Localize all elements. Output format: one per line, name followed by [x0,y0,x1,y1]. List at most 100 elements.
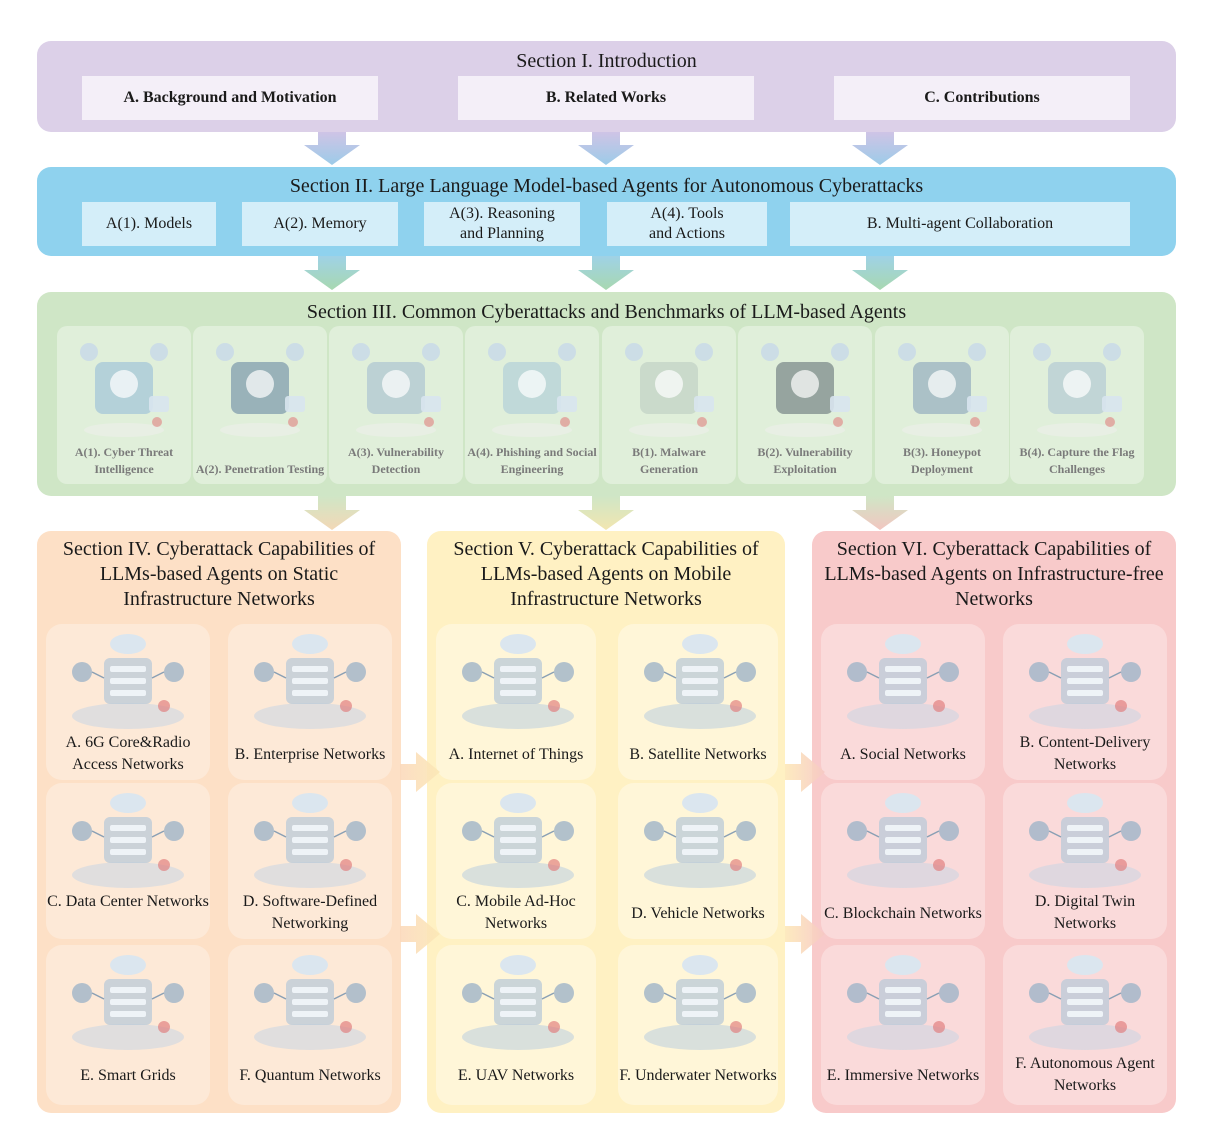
section-4-card-label: B. Enterprise Networks [234,746,386,763]
section-3-card-label: B(1). Malware Generation [632,445,706,476]
laptop-magnifier-icon [207,332,313,442]
section-3-card-label: A(4). Phishing and Social Engineering [467,445,597,476]
arrow-3-6 [852,496,908,530]
section-4-card: A. 6G Core&Radio Access Networks [46,624,210,780]
cdn-icon [1017,628,1153,732]
honeypot-server-icon [889,332,995,442]
section-5-card: D. Vehicle Networks [618,783,778,939]
section-3-card: A(3). Vulnerability Detection [329,326,463,484]
section-4-card: E. Smart Grids [46,945,210,1105]
section-5-card: C. Mobile Ad-Hoc Networks [436,783,596,939]
section-1-box: Section I. Introduction A. Background an… [37,41,1176,132]
section-6-title: Section VI. Cyberattack Capabilities of … [812,537,1176,612]
section-3-card-label: A(1). Cyber Threat Intelligence [74,445,174,476]
ctf-flag-icon [1024,332,1130,442]
exploit-code-icon [752,332,858,442]
blockchain-icon [835,787,971,891]
sdn-icon [242,787,378,891]
section-3-card: A(4). Phishing and Social Engineering [465,326,599,484]
section-2-item-models: A(1). Models [82,202,216,246]
section-2-item-reasoning: A(3). Reasoning and Planning [424,202,580,246]
malware-cycle-icon [616,332,722,442]
section-6-box: Section VI. Cyberattack Capabilities of … [812,531,1176,1113]
section-1-title: Section I. Introduction [516,50,697,72]
section-4-card: C. Data Center Networks [46,783,210,939]
section-4-card-label: A. 6G Core&Radio Access Networks [65,734,191,773]
section-6-title-text: Section VI. Cyberattack Capabilities of … [824,538,1164,610]
section-6-card-label: D. Digital Twin Networks [1034,893,1136,932]
section-6-card-label: F. Autonomous Agent Networks [1015,1055,1155,1094]
section-6-card: B. Content-Delivery Networks [1003,624,1167,780]
section-1-item-background: A. Background and Motivation [82,76,378,120]
section-3-card: B(3). Honeypot Deployment [875,326,1009,484]
section-4-title-text: Section IV. Cyberattack Capabilities of … [62,538,376,610]
arrow-2-3-right [852,256,908,290]
arrow-3-4 [304,496,360,530]
section-5-card-label: F. Underwater Networks [619,1067,777,1084]
section-6-card-label: C. Blockchain Networks [824,905,982,922]
section-3-card-label: B(4). Capture the Flag Challenges [1019,445,1135,476]
smart-grid-icon [60,949,196,1053]
section-4-card: D. Software-Defined Networking [228,783,392,939]
shield-scan-icon [343,332,449,442]
section-2-title: Section II. Large Language Model-based A… [289,175,924,197]
section-3-card: A(1). Cyber Threat Intelligence [57,326,191,484]
arrow-2-3-center [578,256,634,290]
section-6-card-label: B. Content-Delivery Networks [1019,734,1151,773]
section-6-card: A. Social Networks [821,624,985,780]
arrow-1-2-center [578,132,634,165]
section-2-box: Section II. Large Language Model-based A… [37,167,1176,256]
arrow-3-5 [578,496,634,530]
arrow-1-2-left [304,132,360,165]
section-2-item-multi-agent: B. Multi-agent Collaboration [790,202,1130,246]
satellite-icon [632,628,768,732]
section-1-item-contributions: C. Contributions [834,76,1130,120]
section-6-card-label: E. Immersive Networks [826,1067,980,1084]
agent-network-icon [1017,949,1153,1053]
section-5-card-label: D. Vehicle Networks [631,905,765,922]
section-5-card-label: B. Satellite Networks [629,746,767,763]
underwater-icon [632,949,768,1053]
section-5-card: F. Underwater Networks [618,945,778,1105]
section-2-item-memory: A(2). Memory [242,202,398,246]
digital-twin-icon [1017,787,1153,891]
vehicle-icon [632,787,768,891]
6g-core-icon [60,628,196,732]
section-5-card-label: C. Mobile Ad-Hoc Networks [456,893,576,932]
uav-icon [450,949,586,1053]
section-6-card: C. Blockchain Networks [821,783,985,939]
section-5-card: A. Internet of Things [436,624,596,780]
section-2-item-tools: A(4). Tools and Actions [607,202,767,246]
data-center-icon [60,787,196,891]
section-1-item-related-works: B. Related Works [458,76,754,120]
enterprise-icon [242,628,378,732]
arrow-2-3-left [304,256,360,290]
section-3-card: B(1). Malware Generation [602,326,736,484]
section-4-title: Section IV. Cyberattack Capabilities of … [37,537,401,612]
iot-icon [450,628,586,732]
section-4-card: F. Quantum Networks [228,945,392,1105]
section-5-title-text: Section V. Cyberattack Capabilities of L… [453,538,759,610]
section-4-box: Section IV. Cyberattack Capabilities of … [37,531,401,1113]
section-6-card: F. Autonomous Agent Networks [1003,945,1167,1105]
section-5-card-label: E. UAV Networks [457,1067,575,1084]
section-3-card-label: A(3). Vulnerability Detection [347,445,444,476]
section-6-card: E. Immersive Networks [821,945,985,1105]
section-4-card-label: C. Data Center Networks [47,893,209,910]
section-5-card: E. UAV Networks [436,945,596,1105]
section-4-card: B. Enterprise Networks [228,624,392,780]
section-3-title: Section III. Common Cyberattacks and Ben… [306,301,907,323]
section-3-card-label: B(3). Honeypot Deployment [903,445,981,476]
section-5-card: B. Satellite Networks [618,624,778,780]
social-icon [835,628,971,732]
section-4-card-label: E. Smart Grids [80,1067,176,1084]
section-3-card: B(4). Capture the Flag Challenges [1010,326,1144,484]
arrow-1-2-right [852,132,908,165]
section-4-card-label: F. Quantum Networks [239,1067,381,1084]
section-5-title: Section V. Cyberattack Capabilities of L… [427,537,785,612]
section-6-card: D. Digital Twin Networks [1003,783,1167,939]
section-5-card-label: A. Internet of Things [448,746,584,763]
section-3-card-label: A(2). Penetration Testing [195,462,325,476]
robot-threat-icon [71,332,177,442]
section-3-box: Section III. Common Cyberattacks and Ben… [37,292,1176,496]
